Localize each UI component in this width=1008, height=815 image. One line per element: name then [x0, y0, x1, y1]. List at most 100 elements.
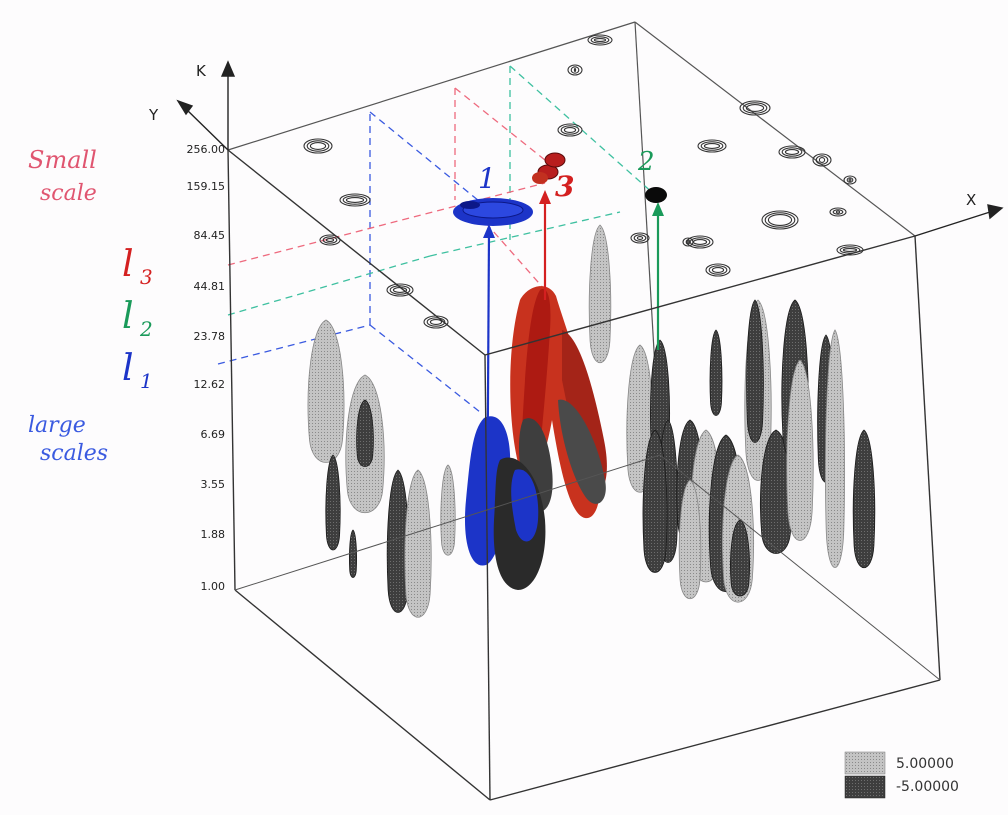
isosurface-blobs: [307, 224, 876, 618]
legend-swatch-negative: [844, 775, 886, 799]
contour-ellipse: [839, 246, 861, 254]
contour-ellipse: [705, 263, 731, 277]
k-tick: 1.88: [201, 528, 226, 541]
l2-label: l: [122, 296, 134, 337]
k-tick: 159.15: [187, 180, 226, 193]
isosurface-blob: [588, 224, 612, 363]
k-tick: 12.62: [194, 378, 226, 391]
contour-ellipse: [703, 143, 721, 149]
l3-subscript: 3: [140, 265, 153, 289]
isosurface-blob: [307, 319, 345, 463]
contour-ellipse: [767, 214, 793, 226]
k-axis-arrowhead: [220, 60, 236, 77]
legend-positive-value: 5.00000: [896, 756, 954, 772]
contour-ellipse: [843, 175, 857, 185]
contour-ellipse: [309, 142, 327, 150]
l1-label: l: [122, 348, 134, 389]
contour-ellipse: [686, 240, 690, 244]
k-tick: 23.78: [194, 330, 226, 343]
contour-ellipse: [563, 127, 577, 133]
contour-ellipse: [426, 317, 446, 327]
contour-ellipse: [345, 197, 365, 203]
contour-ellipse: [573, 68, 577, 72]
isosurface-blob: [709, 329, 723, 416]
isosurface-blob: [440, 464, 456, 556]
contour-ellipse: [700, 141, 724, 151]
contour-ellipse: [306, 140, 330, 152]
y-axis-label: Y: [148, 106, 159, 124]
contour-ellipse: [778, 145, 806, 159]
contour-ellipse: [784, 149, 800, 155]
legend: 5.00000 -5.00000: [844, 751, 959, 799]
small-scale-label-1: Small: [28, 146, 97, 174]
contour-ellipse: [303, 138, 333, 154]
isosurface-blob: [349, 529, 357, 578]
k-tick: 256.00: [187, 143, 226, 156]
contour-ellipse: [812, 153, 832, 167]
contour-ellipse: [342, 195, 368, 205]
small-scale-label-2: scale: [40, 181, 97, 206]
isosurface-blob: [642, 429, 668, 573]
contour-ellipse: [835, 210, 841, 214]
y-axis-arrowhead: [176, 99, 194, 116]
contour-ellipse: [557, 123, 583, 137]
contour-ellipse: [636, 236, 644, 240]
contour-ellipse: [567, 64, 583, 76]
contour-ellipse: [739, 100, 771, 116]
isosurface-blob: [356, 399, 374, 467]
isosurface-blob: [786, 359, 814, 541]
contour-ellipse: [339, 193, 371, 207]
contour-ellipse: [560, 125, 580, 135]
contour-ellipse: [630, 232, 650, 244]
contour-ellipse: [832, 209, 844, 215]
contour-ellipse: [761, 210, 799, 230]
contour-ellipse: [818, 157, 826, 163]
handwritten-annotations: Small scale l 3 l 2 l 1 large scales 1 3…: [28, 146, 655, 466]
contour-ellipse: [742, 102, 768, 114]
contour-ellipse: [846, 177, 854, 183]
k-axis-label: K: [196, 62, 207, 80]
isosurface-blob: [730, 519, 750, 597]
contour-ellipse: [570, 66, 580, 74]
contour-ellipse: [842, 248, 858, 252]
axes: [176, 60, 1004, 237]
k-tick: 44.81: [194, 280, 226, 293]
contour-ellipse: [633, 234, 647, 242]
k-tick: 3.55: [201, 478, 226, 491]
contour-ellipse: [587, 34, 613, 46]
projection-lines: [217, 65, 656, 413]
marker-2-label: 2: [637, 147, 655, 177]
blue-structure: [453, 198, 546, 590]
contour-ellipse: [325, 238, 335, 242]
contour-ellipse: [815, 155, 829, 165]
contour-ellipse: [685, 239, 691, 245]
contour-ellipse: [764, 212, 796, 228]
l1-subscript: 1: [140, 369, 153, 393]
isosurface-blob: [852, 429, 876, 568]
large-scale-label-2: scales: [40, 441, 108, 466]
contour-ellipse: [429, 319, 443, 325]
l2-subscript: 2: [139, 317, 153, 341]
cube-front-edges: [227, 149, 941, 801]
contour-ellipse: [322, 236, 338, 244]
large-scale-label-1: large: [28, 413, 86, 438]
contour-ellipse: [590, 36, 610, 44]
marker-3-label: 3: [555, 170, 574, 203]
marker-1-label: 1: [478, 162, 496, 195]
isosurface-blob: [404, 469, 432, 618]
top-face-contours: [303, 34, 864, 329]
legend-swatch-positive: [844, 751, 886, 775]
isosurface-blob: [325, 454, 341, 551]
contour-ellipse: [829, 207, 847, 217]
contour-ellipse: [593, 38, 607, 42]
l3-label: l: [122, 244, 134, 285]
contour-ellipse: [386, 283, 414, 297]
k-tick: 1.00: [201, 580, 226, 593]
isosurface-blob: [825, 329, 845, 568]
contour-ellipse: [697, 139, 727, 153]
k-tick: 6.69: [201, 428, 226, 441]
isosurface-blob: [746, 299, 764, 443]
contour-ellipse: [781, 147, 803, 157]
